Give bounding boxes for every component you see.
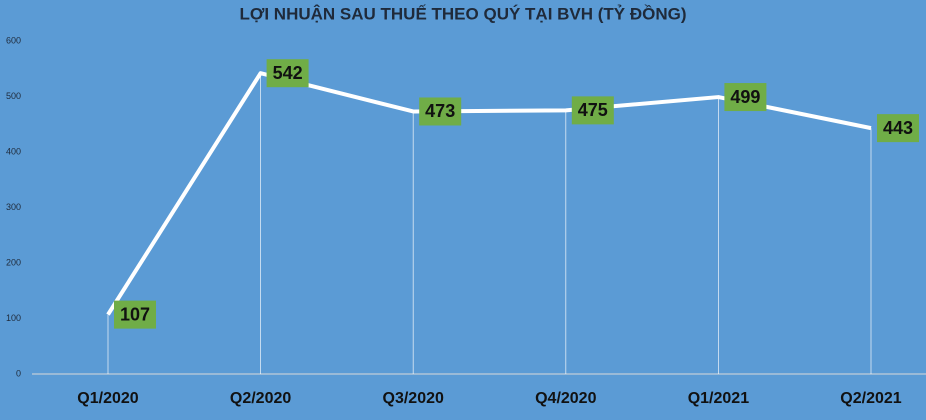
x-tick-label: Q3/2020 <box>383 390 444 407</box>
value-label: 107 <box>120 304 150 324</box>
value-label-box <box>419 97 462 126</box>
x-tick-label: Q1/2021 <box>688 390 749 407</box>
y-tick-label: 300 <box>6 202 21 212</box>
y-tick-label: 500 <box>6 91 21 101</box>
y-tick-label: 600 <box>6 35 21 45</box>
chart-title: LỢI NHUẬN SAU THUẾ THEO QUÝ TẠI BVH (TỶ … <box>239 4 686 23</box>
value-label: 542 <box>273 63 303 83</box>
value-label-box <box>114 300 156 329</box>
value-label: 475 <box>578 100 608 120</box>
y-tick-label: 200 <box>6 257 21 267</box>
y-tick-label: 400 <box>6 146 21 156</box>
value-label: 499 <box>730 87 760 107</box>
x-tick-label: Q4/2020 <box>535 390 596 407</box>
y-tick-label: 100 <box>6 313 21 323</box>
x-tick-label: Q2/2020 <box>230 390 291 407</box>
value-label-box <box>266 59 309 88</box>
value-label: 443 <box>883 118 913 138</box>
value-label-box <box>724 83 767 112</box>
value-label: 473 <box>425 101 455 121</box>
value-label-box <box>571 96 614 125</box>
y-tick-label: 0 <box>16 368 21 378</box>
x-tick-label: Q2/2021 <box>840 390 901 407</box>
x-tick-label: Q1/2020 <box>77 390 138 407</box>
value-label-box <box>877 114 919 143</box>
